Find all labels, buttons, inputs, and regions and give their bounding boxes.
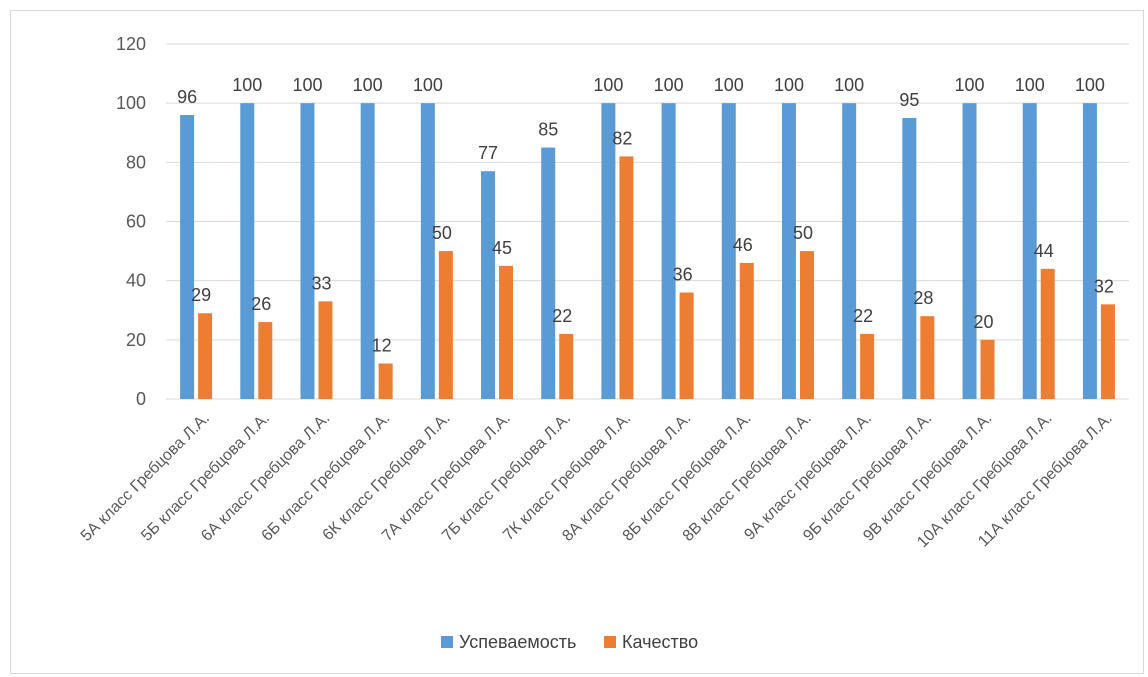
data-label: 82 [612, 128, 632, 148]
bar-kachestvo [739, 262, 754, 399]
bar-kachestvo [1040, 268, 1055, 399]
bar-uspevaemost [420, 103, 435, 400]
bar-uspevaemost [721, 103, 736, 400]
bar-uspevaemost [300, 103, 315, 400]
data-label: 33 [311, 273, 331, 293]
y-tick-label: 20 [126, 330, 146, 350]
bar-uspevaemost [601, 103, 616, 400]
legend-swatch [604, 636, 616, 648]
bar-kachestvo [679, 292, 694, 399]
data-label: 26 [251, 294, 271, 314]
data-label: 100 [353, 75, 383, 95]
data-label: 20 [974, 312, 994, 332]
data-label: 100 [1015, 75, 1045, 95]
category-labels: 5А класс Гребцова Л.А.5Б класс Гребцова … [78, 410, 1116, 551]
data-label: 77 [478, 143, 498, 163]
data-label: 29 [191, 285, 211, 305]
data-label: 100 [714, 75, 744, 95]
data-label: 46 [733, 235, 753, 255]
data-label: 100 [1075, 75, 1105, 95]
legend-label: Качество [622, 632, 698, 652]
data-label: 28 [913, 288, 933, 308]
bar-uspevaemost [1082, 103, 1097, 400]
data-label: 100 [232, 75, 262, 95]
data-label: 100 [654, 75, 684, 95]
bar-kachestvo [198, 313, 213, 399]
bar-chart: 0 20 40 60 80 100 120 96 29 100 26 100 33 100 12 100 50… [78, 34, 1129, 652]
legend-label: Успеваемость [459, 632, 576, 652]
bar-kachestvo [378, 363, 393, 399]
bar-kachestvo [860, 333, 875, 399]
data-label: 100 [774, 75, 804, 95]
y-tick-label: 60 [126, 212, 146, 232]
bar-uspevaemost [902, 117, 917, 399]
data-label: 100 [593, 75, 623, 95]
y-tick-label: 0 [136, 389, 146, 409]
y-axis: 0 20 40 60 80 100 120 [116, 34, 146, 409]
bar-kachestvo [980, 339, 995, 399]
bar-kachestvo [799, 251, 814, 399]
bar-kachestvo [318, 301, 333, 399]
data-label: 100 [413, 75, 443, 95]
data-label: 36 [673, 265, 693, 285]
bar-uspevaemost [962, 103, 977, 400]
chart-frame: 0 20 40 60 80 100 120 96 29 100 26 100 33 100 12 100 50… [10, 10, 1144, 674]
legend-swatch [441, 636, 453, 648]
bar-uspevaemost [240, 103, 255, 400]
bar-uspevaemost [1022, 103, 1037, 400]
y-tick-label: 120 [116, 34, 146, 54]
bar-kachestvo [559, 333, 574, 399]
bars [180, 103, 1115, 400]
data-label: 85 [538, 120, 558, 140]
legend: Успеваемость Качество [441, 632, 698, 652]
data-label: 12 [372, 336, 392, 356]
data-label: 96 [177, 87, 197, 107]
data-label: 95 [899, 90, 919, 110]
bar-uspevaemost [180, 115, 195, 399]
y-tick-label: 40 [126, 271, 146, 291]
data-label: 50 [793, 223, 813, 243]
y-tick-label: 100 [116, 93, 146, 113]
bar-uspevaemost [541, 147, 556, 399]
bar-uspevaemost [360, 103, 375, 400]
data-label: 22 [853, 306, 873, 326]
data-label: 44 [1034, 241, 1054, 261]
bar-kachestvo [499, 265, 514, 399]
data-label: 50 [432, 223, 452, 243]
data-label: 45 [492, 238, 512, 258]
data-label: 32 [1094, 276, 1114, 296]
bar-kachestvo [258, 322, 273, 399]
bar-uspevaemost [781, 103, 796, 400]
bar-uspevaemost [661, 103, 676, 400]
bar-kachestvo [1100, 304, 1115, 399]
data-label: 22 [552, 306, 572, 326]
data-label: 100 [292, 75, 322, 95]
data-label: 100 [834, 75, 864, 95]
bar-uspevaemost [481, 171, 496, 399]
bar-kachestvo [619, 156, 634, 399]
bar-kachestvo [438, 251, 453, 399]
y-tick-label: 80 [126, 152, 146, 172]
bar-kachestvo [920, 316, 935, 399]
data-labels: 96 29 100 26 100 33 100 12 100 50 77 45 85 22 100 82 100… [177, 75, 1114, 355]
bar-uspevaemost [842, 103, 857, 400]
data-label: 100 [955, 75, 985, 95]
